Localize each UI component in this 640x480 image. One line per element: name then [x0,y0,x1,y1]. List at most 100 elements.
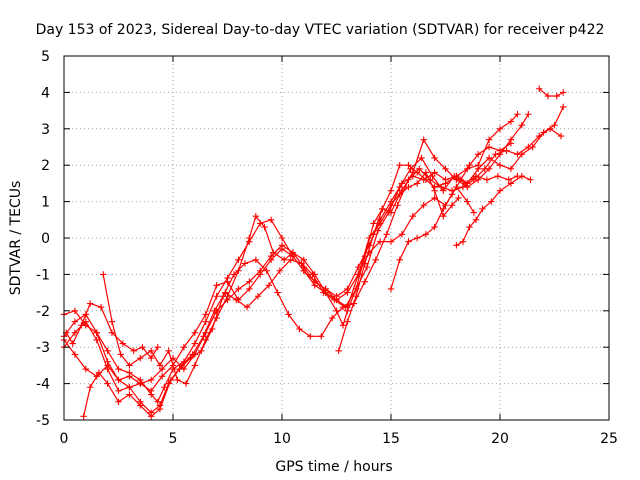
data-point [536,85,543,92]
series-line [390,142,512,290]
data-point [154,398,161,405]
data-point [265,282,273,289]
data-point [104,362,111,369]
x-tick-label: 25 [600,431,618,447]
data-point [100,271,107,278]
data-point [453,242,460,249]
grid-lines [64,56,609,420]
data-point [503,147,510,154]
data-point [276,267,284,274]
data-point [148,354,155,362]
data-point [448,191,456,198]
data-point [553,92,560,100]
data-point [235,285,242,293]
data-point [442,165,449,173]
data-point [178,362,185,369]
data-point [224,293,231,300]
data-point [322,289,329,296]
data-point [431,223,438,231]
y-tick-label: -5 [36,413,50,429]
data-point [361,260,369,267]
series-track-3 [60,111,532,395]
data-point [422,176,430,183]
data-point [154,344,161,351]
data-point [475,162,482,169]
data-point [97,303,105,311]
data-point [335,347,342,355]
data-point [158,373,166,380]
data-point [86,384,94,391]
data-point [235,267,242,274]
data-point [189,351,196,358]
data-point [148,347,155,355]
data-point [396,191,403,198]
data-point [202,318,209,325]
data-point [280,256,288,264]
data-point [431,169,438,176]
data-point [300,256,307,264]
data-point [536,132,543,140]
data-point [507,180,515,187]
data-point [137,354,144,362]
data-point [457,176,464,183]
data-point [416,165,423,173]
data-point [507,118,515,125]
data-point [342,303,349,311]
data-point [551,121,558,129]
data-point [431,183,438,191]
data-point [431,154,438,162]
data-point [104,380,111,387]
data-point [525,111,532,118]
data-point [370,231,377,238]
data-point [472,216,480,223]
data-point [311,271,318,278]
data-point [387,187,395,194]
data-point [453,172,460,180]
data-point [496,187,504,194]
data-point [202,336,209,344]
data-point [560,103,567,111]
data-point [126,362,133,369]
data-point [95,369,103,376]
data-point [148,376,155,384]
series-line [538,88,564,97]
data-point [191,340,198,347]
data-point [241,260,249,267]
data-point [331,296,338,304]
series-track-9 [453,172,534,249]
data-point [296,325,303,333]
data-point [485,165,493,173]
data-point [104,347,111,355]
y-tick-label: 4 [41,85,50,101]
y-tick-label: 2 [41,158,50,174]
data-point [289,249,297,256]
data-point [213,282,220,289]
data-point [461,180,469,187]
data-point [459,238,467,245]
data-point [257,271,264,278]
data-point [86,300,94,307]
data-point [311,282,318,289]
data-point [372,256,379,264]
data-point [71,318,79,325]
data-point [485,143,493,151]
series-track-6 [100,169,462,387]
data-point [148,387,155,395]
data-point [494,172,502,180]
data-point [396,162,403,169]
data-point [387,285,395,293]
data-point [557,132,565,140]
data-point [413,169,421,176]
data-point [361,278,369,285]
data-point [483,176,491,183]
data-point [222,289,229,296]
x-tick-label: 0 [60,431,69,447]
data-point [285,311,292,318]
data-point [344,318,351,325]
y-tick-label: -1 [36,267,50,283]
series-line [338,113,518,351]
data-point [387,209,395,216]
y-tick-label: 1 [41,195,50,211]
